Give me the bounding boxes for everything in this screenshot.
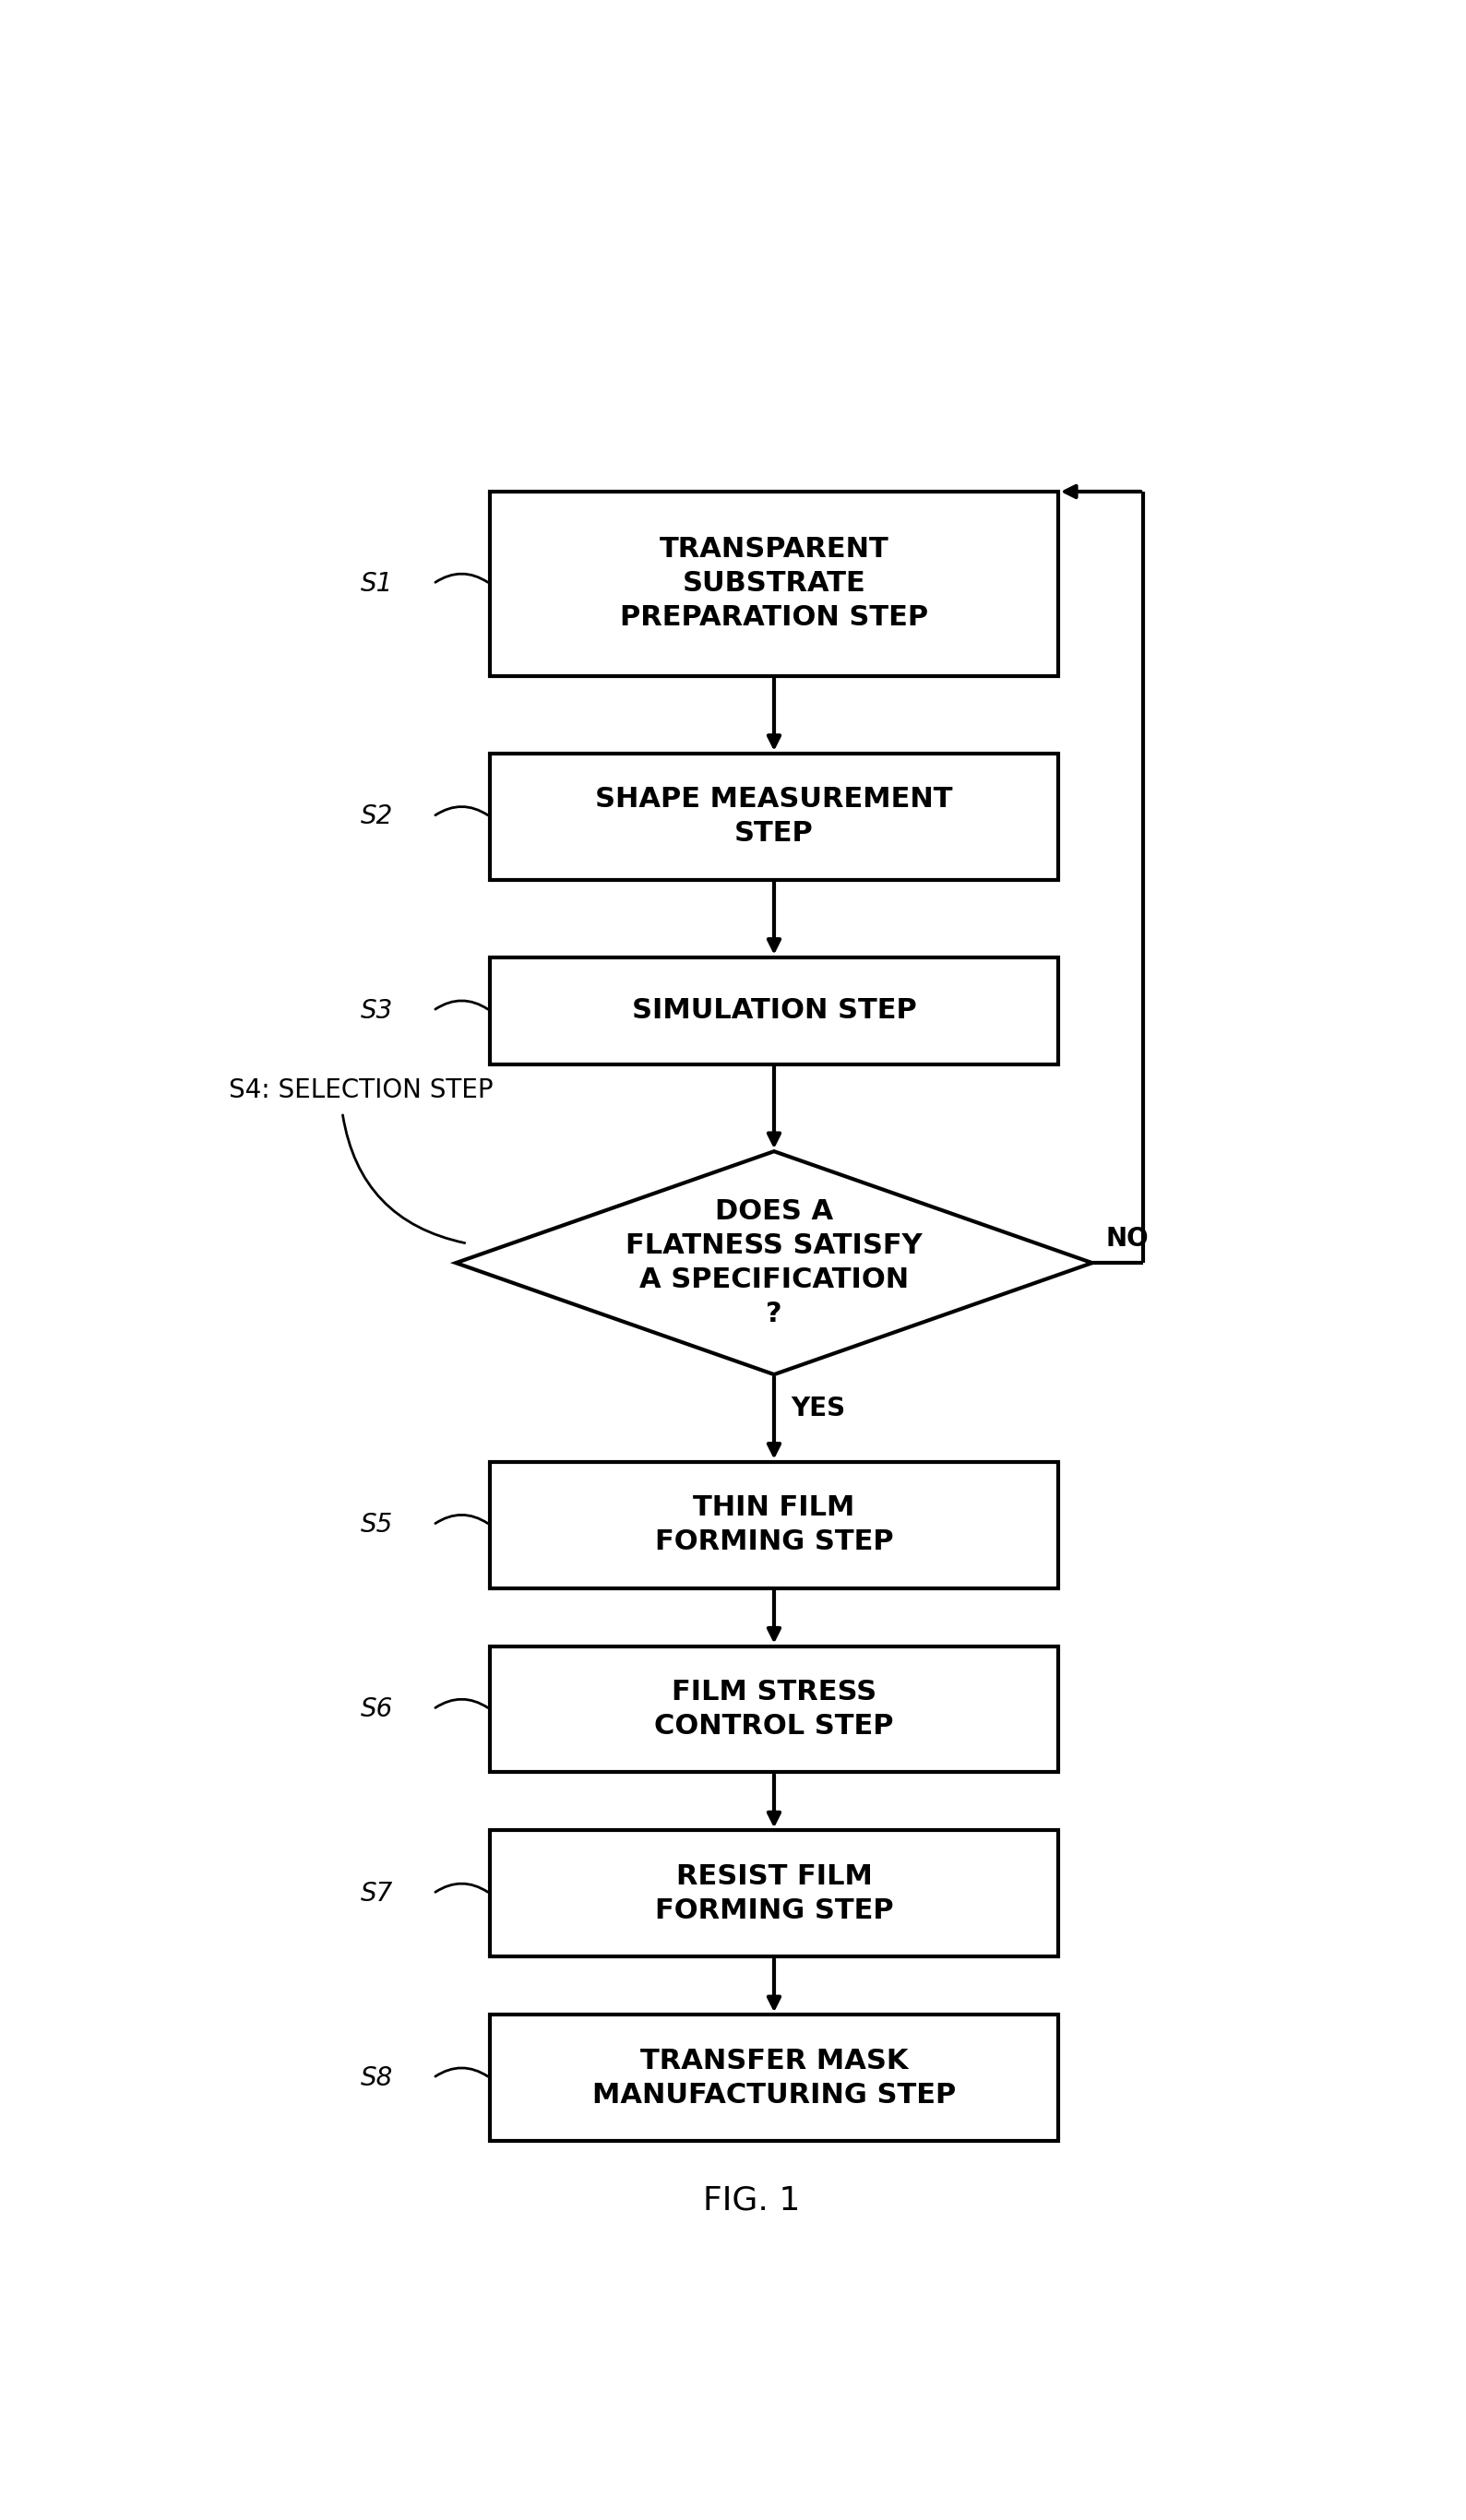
- Text: TRANSFER MASK
MANUFACTURING STEP: TRANSFER MASK MANUFACTURING STEP: [592, 2046, 956, 2109]
- Text: S7: S7: [361, 1880, 393, 1908]
- Text: S6: S6: [361, 1696, 393, 1721]
- FancyBboxPatch shape: [490, 2016, 1058, 2142]
- FancyBboxPatch shape: [490, 1830, 1058, 1956]
- FancyBboxPatch shape: [490, 958, 1058, 1063]
- FancyBboxPatch shape: [490, 491, 1058, 675]
- Text: S1: S1: [361, 572, 393, 597]
- Text: S8: S8: [361, 2064, 393, 2092]
- Text: RESIST FILM
FORMING STEP: RESIST FILM FORMING STEP: [655, 1862, 893, 1923]
- Text: TRANSPARENT
SUBSTRATE
PREPARATION STEP: TRANSPARENT SUBSTRATE PREPARATION STEP: [620, 537, 928, 633]
- Text: YES: YES: [792, 1396, 846, 1421]
- FancyBboxPatch shape: [490, 753, 1058, 879]
- FancyBboxPatch shape: [490, 1646, 1058, 1772]
- Text: S3: S3: [361, 998, 393, 1023]
- Polygon shape: [456, 1152, 1092, 1373]
- FancyBboxPatch shape: [490, 1462, 1058, 1588]
- Text: FIG. 1: FIG. 1: [702, 2185, 800, 2215]
- Text: THIN FILM
FORMING STEP: THIN FILM FORMING STEP: [655, 1494, 893, 1555]
- Text: S4: SELECTION STEP: S4: SELECTION STEP: [229, 1076, 493, 1104]
- Text: S2: S2: [361, 804, 393, 829]
- Text: NO: NO: [1105, 1225, 1149, 1252]
- Text: SHAPE MEASUREMENT
STEP: SHAPE MEASUREMENT STEP: [595, 786, 953, 847]
- Text: DOES A
FLATNESS SATISFY
A SPECIFICATION
?: DOES A FLATNESS SATISFY A SPECIFICATION …: [626, 1200, 922, 1328]
- Text: FILM STRESS
CONTROL STEP: FILM STRESS CONTROL STEP: [654, 1678, 894, 1739]
- Text: S5: S5: [361, 1512, 393, 1537]
- Text: SIMULATION STEP: SIMULATION STEP: [632, 998, 916, 1023]
